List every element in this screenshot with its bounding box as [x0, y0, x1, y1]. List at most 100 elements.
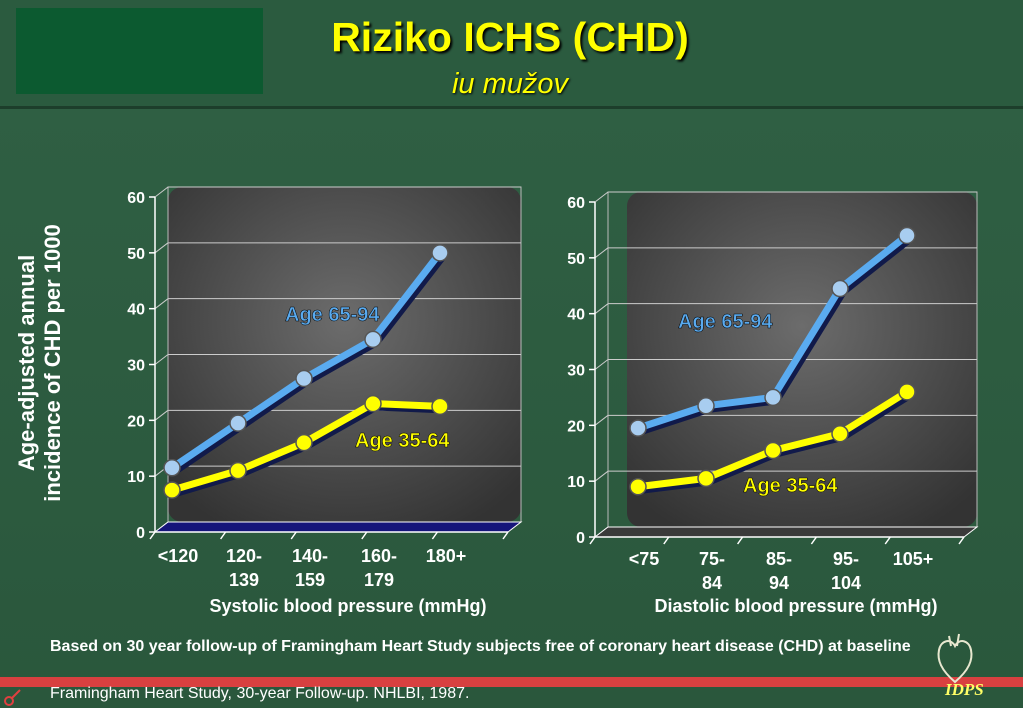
page-title: Riziko ICHS (CHD) [331, 14, 689, 60]
gridline-diagonal [154, 186, 169, 198]
y-axis-label-line-1: Age-adjusted annual [14, 254, 39, 472]
x-tick-label-line: 179 [364, 570, 394, 590]
x-tick-label-line: 120- [226, 546, 262, 566]
x-tick-label-line: 139 [229, 570, 259, 590]
y-tick-label: 20 [567, 418, 585, 435]
x-tick-label-line: 84 [702, 573, 722, 593]
data-point [295, 369, 313, 388]
y-tick-label: 20 [127, 413, 145, 430]
x-tick-label: 120- 139 [226, 546, 262, 590]
x-tick-label-line: <75 [629, 549, 660, 569]
y-tick-label: 50 [567, 251, 585, 268]
data-point [831, 424, 849, 443]
x-tick-label: 160- 179 [361, 546, 397, 590]
x-tick-label: 140- 159 [292, 546, 328, 590]
series-label: Age 35-64 [355, 430, 450, 452]
gridline-diagonal [594, 303, 609, 315]
x-tick-label-line: 140- [292, 546, 328, 566]
gridline-diagonal [154, 409, 169, 421]
y-tick-label: 40 [127, 302, 145, 319]
data-point [295, 433, 313, 452]
y-tick-label: 10 [567, 474, 585, 491]
y-tick-label: 60 [127, 190, 145, 207]
gridline-diagonal [594, 414, 609, 426]
data-point [898, 383, 916, 401]
footer-bar [0, 677, 1023, 687]
x-tick-label: 75-84 [699, 549, 725, 593]
data-point [764, 441, 782, 460]
page-subtitle: iu mužov [451, 68, 569, 100]
x-tick [589, 536, 596, 545]
x-tick-label-line: 160- [361, 546, 397, 566]
y-tick-label: 0 [576, 530, 585, 547]
x-tick [290, 531, 297, 540]
series-label: Age 35-64 [743, 475, 838, 497]
y-tick-label: 10 [127, 469, 145, 486]
gridline-diagonal [594, 247, 609, 259]
x-tick [431, 531, 439, 540]
footnote: Based on 30 year follow-up of Framingham… [50, 638, 911, 655]
x-tick-label-line: 180+ [426, 546, 467, 566]
x-tick [149, 531, 156, 540]
gridline-diagonal [154, 298, 169, 310]
x-tick-label-line: <120 [158, 546, 199, 566]
plot-floor [153, 521, 523, 533]
x-tick [502, 531, 509, 540]
y-tick-label: 30 [567, 363, 585, 380]
idps-logo: IDPS [945, 680, 984, 699]
x-tick-label-line: 95- [833, 549, 859, 569]
y-tick-label: 0 [136, 525, 145, 542]
x-tick-label: 85-94 [766, 549, 792, 593]
x-tick-label: <75 [629, 549, 660, 569]
x-tick-label-line: 104 [831, 573, 861, 593]
data-point [697, 397, 715, 415]
source-citation: Framingham Heart Study, 30-year Follow-u… [50, 685, 470, 702]
data-point [697, 469, 715, 488]
y-tick-label: 40 [567, 307, 585, 324]
data-point [364, 330, 382, 349]
x-tick [219, 531, 227, 540]
y-axis-label: Age-adjusted annual incidence of CHD per… [14, 224, 66, 502]
logo-placeholder [16, 8, 263, 94]
x-tick [884, 536, 891, 545]
systolic-chart: 0 10 20 30 40 50 60 <120 120- 139 140- 159 160- 179 18… [127, 186, 523, 616]
y-axis-label-line-2: incidence of CHD per 1000 [40, 224, 65, 502]
gridline-diagonal [154, 354, 169, 365]
gridline-diagonal [594, 359, 609, 370]
series-label: Age 65-94 [678, 311, 773, 333]
x-tick-label: <120 [158, 546, 199, 566]
y-tick-label: 30 [127, 358, 145, 375]
data-point [163, 459, 181, 477]
x-axis-title: Diastolic blood pressure (mmHg) [654, 596, 937, 616]
gridline-diagonal [594, 470, 609, 482]
key-icon [4, 689, 21, 706]
x-tick-label-line: 94 [769, 573, 789, 593]
x-tick [736, 536, 744, 545]
y-tick-label: 60 [567, 195, 585, 212]
x-tick-label: 180+ [426, 546, 467, 566]
data-point [431, 397, 449, 416]
x-tick-label-line: 75- [699, 549, 725, 569]
data-point [764, 388, 782, 407]
x-tick [810, 536, 818, 545]
data-point [229, 461, 247, 480]
data-point [629, 419, 647, 437]
data-point [431, 244, 449, 262]
data-point [229, 414, 247, 432]
x-tick-label: 95-104 [831, 549, 861, 593]
x-tick-label: 105+ [893, 549, 934, 569]
plot-floor [593, 526, 979, 538]
gridline-diagonal [154, 242, 169, 254]
header-divider [0, 106, 1023, 109]
x-tick-label-line: 159 [295, 570, 325, 590]
x-tick [958, 536, 965, 545]
x-tick [361, 531, 368, 540]
data-point [364, 394, 382, 413]
data-point [898, 226, 916, 245]
x-tick-label-line: 85- [766, 549, 792, 569]
gridline-diagonal [594, 191, 609, 203]
data-point [831, 279, 849, 298]
series-label: Age 65-94 [285, 304, 380, 326]
x-axis-title: Systolic blood pressure (mmHg) [209, 596, 486, 616]
